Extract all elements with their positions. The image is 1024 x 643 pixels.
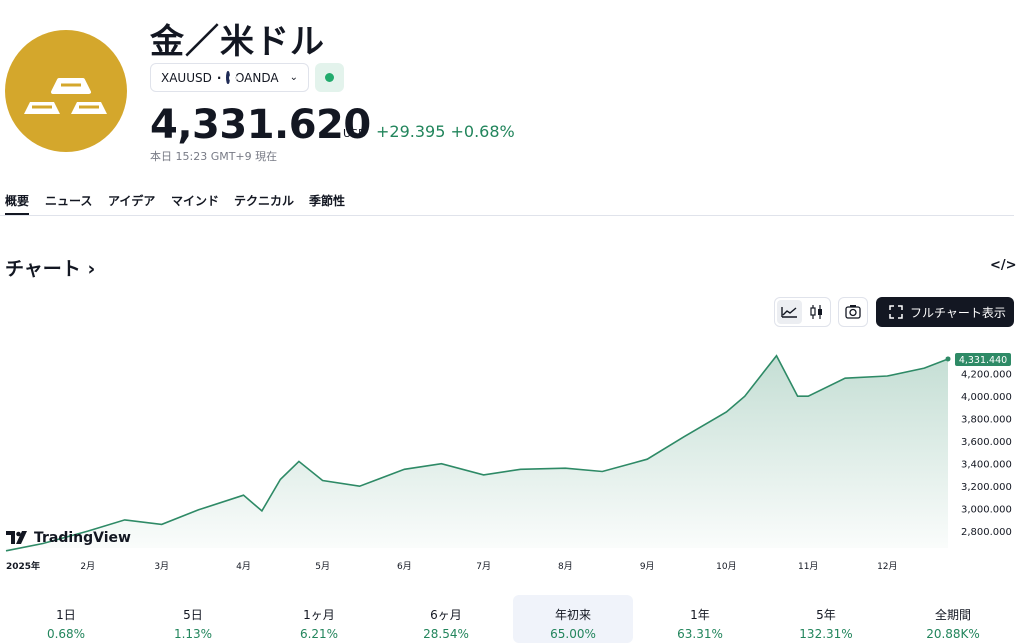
y-tick-label: 4,200.000	[961, 370, 1012, 381]
y-tick-label: 3,400.000	[961, 460, 1012, 471]
fullscreen-icon	[889, 305, 903, 319]
period-label: 1日	[56, 608, 76, 622]
candle-chart-button[interactable]	[804, 300, 829, 324]
separator: ·	[216, 70, 222, 85]
period-5y[interactable]: 5年 132.31%	[766, 595, 886, 643]
period-value: 28.54%	[423, 627, 469, 641]
area-chart-button[interactable]	[777, 300, 802, 324]
chevron-right-icon: ›	[87, 258, 96, 280]
symbol-selector[interactable]: XAUUSD · OANDA ⌄	[150, 63, 309, 92]
y-tick-label: 3,000.000	[961, 505, 1012, 516]
broker-logo-icon	[226, 71, 237, 84]
tradingview-watermark: TradingView	[6, 530, 131, 546]
tab-sentiment[interactable]: マインド	[171, 194, 220, 208]
symbol-label: XAUUSD	[161, 70, 212, 85]
tab-bar: 概要 ニュース アイデア マインド テクニカル 季節性	[0, 192, 1014, 216]
y-tick-label: 2,800.000	[961, 527, 1012, 538]
period-all[interactable]: 全期間 20.88K%	[893, 595, 1013, 643]
period-value: 65.00%	[550, 627, 596, 641]
page-title: 金／米ドル	[150, 22, 325, 62]
x-tick-label: 6月	[397, 561, 412, 572]
tab-ideas[interactable]: アイデア	[108, 194, 156, 208]
price-change: +29.395 +0.68%	[376, 122, 515, 141]
period-value: 20.88K%	[926, 627, 980, 641]
x-tick-label: 9月	[640, 561, 655, 572]
candlestick-icon	[810, 305, 822, 319]
gold-bars-logo	[5, 30, 127, 152]
status-dot-icon	[325, 73, 334, 82]
tab-overview[interactable]: 概要	[5, 192, 30, 215]
change-value: +29.395	[376, 122, 446, 141]
period-value: 63.31%	[677, 627, 723, 641]
x-tick-label: 10月	[716, 561, 736, 572]
period-1d[interactable]: 1日 0.68%	[6, 595, 126, 643]
currency-label: USD	[343, 127, 367, 140]
x-tick-label: 2月	[80, 561, 95, 572]
y-tick-label: 4,000.000	[961, 392, 1012, 403]
camera-icon	[845, 305, 861, 319]
period-5d[interactable]: 5日 1.13%	[133, 595, 253, 643]
x-tick-label: 7月	[476, 561, 491, 572]
x-tick-label: 8月	[558, 561, 573, 572]
period-value: 1.13%	[173, 627, 213, 641]
price-chart[interactable]: 4,200.000 4,000.000 3,800.000 3,600.000 3,40…	[0, 335, 1024, 580]
chart-type-toggle	[774, 297, 831, 327]
performance-periods: 1日 0.68% 5日 1.13% 1ヶ月 6.21% 6ヶ月 28.54% 年初来 65…	[0, 595, 1014, 643]
x-tick-label: 5月	[315, 561, 330, 572]
period-label: 5年	[816, 608, 836, 622]
x-tick-label: 12月	[877, 561, 897, 572]
snapshot-button[interactable]	[838, 297, 868, 327]
current-price: 4,331.620	[150, 102, 371, 148]
period-1m[interactable]: 1ヶ月 6.21%	[259, 595, 379, 643]
gold-bars-icon	[24, 78, 107, 114]
tab-seasonals[interactable]: 季節性	[309, 194, 346, 208]
period-value: 0.68%	[46, 627, 86, 641]
price-line	[5, 354, 949, 552]
change-percent: +0.68%	[450, 122, 515, 141]
y-tick-label: 3,200.000	[961, 482, 1012, 493]
period-value: 6.21%	[299, 627, 339, 641]
x-tick-label: 11月	[798, 561, 818, 572]
tradingview-label: TradingView	[34, 530, 131, 546]
tab-news[interactable]: ニュース	[45, 194, 93, 208]
period-label: 年初来	[554, 608, 591, 622]
tradingview-logo-icon	[6, 531, 27, 544]
period-label: 全期間	[934, 608, 971, 622]
period-label: 6ヶ月	[430, 608, 462, 622]
last-price-point	[945, 356, 951, 362]
last-price-label: 4,331.440	[959, 355, 1007, 366]
y-tick-label: 3,600.000	[961, 437, 1012, 448]
chart-title-label: チャート	[5, 258, 81, 280]
broker-label: OANDA	[234, 70, 279, 85]
market-status-indicator[interactable]	[315, 63, 344, 92]
x-tick-label: 3月	[154, 561, 169, 572]
x-tick-label: 4月	[236, 561, 251, 572]
y-tick-label: 3,800.000	[961, 415, 1012, 426]
period-1y[interactable]: 1年 63.31%	[640, 595, 760, 643]
last-price-badge	[955, 353, 1011, 366]
full-chart-label: フルチャート表示	[910, 305, 1006, 320]
x-tick-label: 2025年	[6, 560, 40, 572]
tab-technicals[interactable]: テクニカル	[234, 194, 295, 208]
area-chart-icon	[781, 307, 797, 318]
period-label: 5日	[183, 608, 203, 622]
price-area-fill	[6, 355, 948, 551]
chevron-down-icon: ⌄	[289, 72, 298, 83]
embed-code-icon[interactable]: </>	[990, 258, 1017, 273]
period-ytd[interactable]: 年初来 65.00%	[513, 595, 633, 643]
period-value: 132.31%	[799, 627, 853, 641]
period-label: 1ヶ月	[303, 608, 335, 622]
chart-section-title[interactable]: チャート ›	[5, 254, 95, 281]
period-label: 1年	[690, 608, 710, 622]
period-6m[interactable]: 6ヶ月 28.54%	[386, 595, 506, 643]
timestamp: 本日 15:23 GMT+9 現在	[150, 150, 278, 163]
full-chart-button[interactable]: フルチャート表示	[876, 297, 1014, 327]
